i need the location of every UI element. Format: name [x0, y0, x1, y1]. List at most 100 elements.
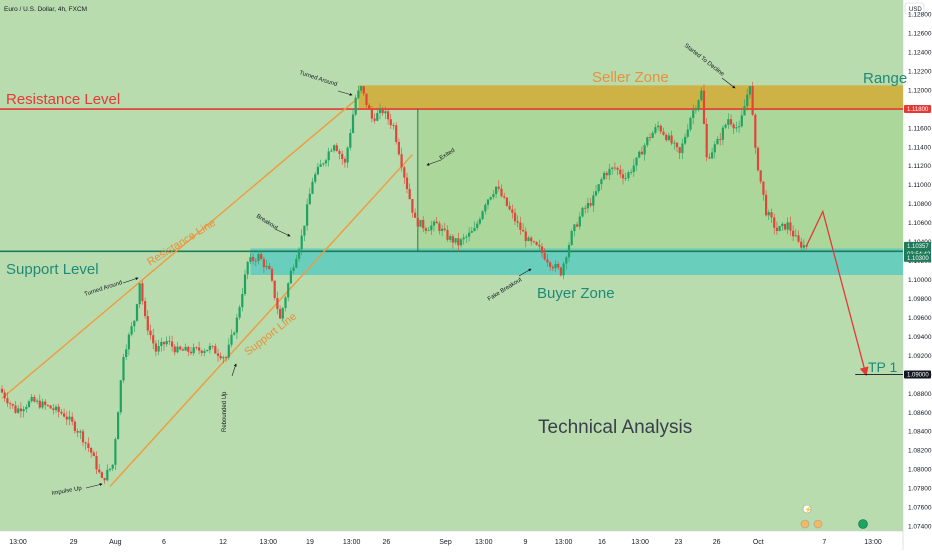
candle-body: [427, 230, 430, 232]
candle-body: [235, 317, 238, 333]
candle-body: [692, 110, 695, 118]
candle-body: [333, 145, 336, 151]
time-tick-label: 6: [162, 539, 166, 546]
candle-body: [621, 174, 625, 179]
candle-body: [276, 298, 279, 310]
chart-title: Euro / U.S. Dollar, 4h, FXCM: [4, 6, 87, 13]
resistance-trend-line: [1, 97, 359, 399]
candle-body: [38, 400, 41, 408]
candle-body: [651, 132, 654, 138]
candle-body: [36, 400, 39, 402]
candle-body: [216, 353, 220, 356]
candle-body: [527, 237, 530, 241]
candle-body: [505, 197, 508, 206]
candle-body: [144, 301, 147, 317]
candle-body: [281, 308, 284, 319]
candle-body: [141, 283, 144, 302]
candle-body: [465, 236, 468, 238]
candle-body: [279, 309, 282, 319]
candle-body: [611, 167, 614, 169]
candle-body: [716, 138, 719, 145]
candle-body: [705, 123, 708, 158]
candle-body: [381, 108, 384, 114]
candle-body: [33, 396, 36, 402]
candle-body: [214, 346, 217, 354]
candle-body: [643, 145, 646, 155]
candle-body: [387, 111, 390, 120]
candle-body: [476, 223, 479, 228]
candle-body: [635, 157, 638, 166]
time-tick-label: 12: [219, 539, 227, 546]
candle-body: [254, 260, 257, 262]
price-tick-label: 1.12800: [908, 12, 932, 19]
candle-body: [759, 170, 762, 182]
candle-body: [17, 408, 20, 413]
candle-body: [238, 307, 241, 318]
event-icon[interactable]: [858, 519, 868, 529]
flag-icon-eu[interactable]: [800, 519, 810, 529]
candle-body: [392, 125, 395, 126]
candle-body: [459, 239, 463, 246]
candle-body: [268, 265, 271, 270]
candle-body: [800, 241, 803, 248]
candle-body: [108, 468, 112, 470]
candle-body: [154, 343, 157, 352]
flag-icon-us[interactable]: [813, 519, 823, 529]
price-tick-label: 1.10600: [908, 220, 932, 227]
candle-body: [473, 227, 476, 232]
candle-body: [522, 229, 525, 232]
flash-icon[interactable]: [802, 504, 812, 514]
candle-body: [63, 413, 66, 417]
candle-body: [233, 332, 236, 335]
support-price-marker-label: 1.10300: [907, 256, 929, 262]
tp-price-marker-label: 1.09000: [907, 373, 929, 379]
candle-body: [632, 165, 635, 173]
candle-body: [227, 344, 230, 358]
candle-body: [273, 280, 276, 299]
time-axis-ticks: 13:00 29 Aug 6 12 13:00 19 13:00 26 Sep 13:00 9 13:0…: [9, 539, 882, 546]
currency-box[interactable]: [904, 2, 925, 15]
candle-body: [613, 167, 616, 169]
candle-body: [708, 157, 711, 159]
candle-body: [130, 326, 133, 335]
candle-body: [324, 160, 328, 164]
candle-body: [424, 228, 427, 231]
candle-body: [135, 304, 139, 321]
candle-body: [559, 267, 562, 276]
candle-body: [22, 409, 25, 412]
candle-body: [403, 167, 406, 178]
candle-body: [106, 469, 109, 481]
resistance-price-marker-label: 1.11800: [907, 107, 929, 113]
annotation-rebounded-up: Rebounded Up: [222, 391, 228, 432]
candle-body: [179, 346, 182, 350]
candle-body: [176, 346, 179, 353]
candle-body: [648, 137, 652, 139]
time-tick-label: 29: [70, 539, 78, 546]
candle-body: [414, 212, 417, 218]
flash-icon-glyph: ⚡: [805, 506, 812, 514]
candle-body: [670, 135, 673, 144]
candle-body: [594, 191, 598, 196]
candle-body: [117, 412, 120, 440]
candle-body: [316, 166, 319, 175]
annotation-arrow-started-to-decline: [721, 77, 736, 89]
price-tick-label: 1.09200: [908, 353, 932, 360]
candle-body: [443, 228, 446, 230]
candle-body: [125, 349, 128, 358]
candle-body: [597, 184, 600, 192]
annotation-arrow-turned-around-top: [337, 90, 353, 96]
candle-body: [289, 270, 292, 284]
candle-body: [211, 345, 214, 347]
candle-body: [746, 94, 749, 107]
candle-body: [306, 204, 309, 226]
candle-body: [554, 263, 557, 269]
candle-body: [662, 131, 665, 135]
candle-body: [605, 172, 608, 176]
candle-body: [219, 355, 222, 359]
candle-body: [246, 261, 249, 275]
candle-body: [225, 357, 228, 359]
candle-body: [600, 179, 603, 185]
candle-body: [262, 259, 265, 268]
candle-body: [435, 221, 438, 224]
support-trend-line: [109, 154, 413, 487]
